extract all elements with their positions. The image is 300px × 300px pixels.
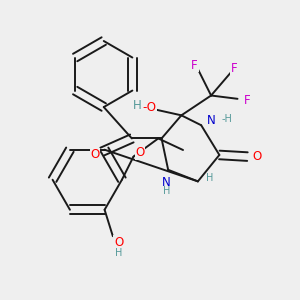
Text: H: H xyxy=(115,248,122,258)
Text: N: N xyxy=(207,114,215,127)
Text: F: F xyxy=(243,94,250,107)
Text: N: N xyxy=(162,176,171,189)
Text: F: F xyxy=(191,58,198,72)
Text: -O: -O xyxy=(142,100,156,114)
Text: O: O xyxy=(114,236,123,249)
Text: O: O xyxy=(90,148,100,161)
Text: -H: -H xyxy=(222,114,232,124)
Text: O: O xyxy=(252,150,261,163)
Text: H: H xyxy=(163,186,170,196)
Text: H: H xyxy=(206,173,214,183)
Text: H: H xyxy=(132,99,141,112)
Text: F: F xyxy=(231,62,238,75)
Text: O: O xyxy=(136,146,145,159)
